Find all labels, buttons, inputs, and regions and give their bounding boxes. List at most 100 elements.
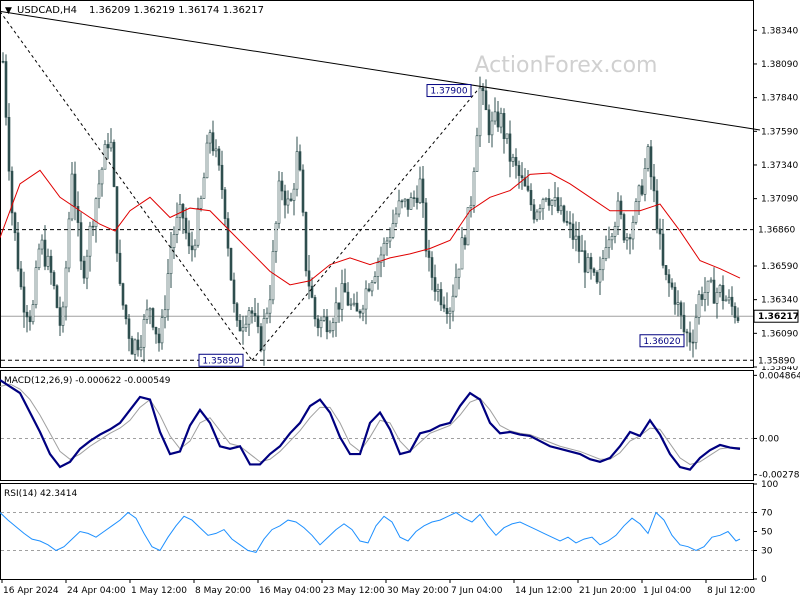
candle xyxy=(196,197,200,248)
candle xyxy=(619,195,623,220)
candle xyxy=(49,249,53,285)
candle xyxy=(157,327,161,352)
candle xyxy=(691,329,695,358)
candle xyxy=(469,196,473,218)
x-tick-label: 23 May 12:00 xyxy=(323,586,385,596)
candle xyxy=(634,198,638,225)
candle xyxy=(406,198,410,217)
candle xyxy=(193,239,197,258)
candle xyxy=(109,128,113,152)
candle xyxy=(637,184,641,216)
price-overlay: 1.37900 1.35890 1.36020 xyxy=(0,10,761,367)
candle xyxy=(76,191,80,237)
candle xyxy=(205,134,209,179)
candle xyxy=(64,260,68,321)
candle xyxy=(694,304,698,350)
x-tick-label: 8 May 20:00 xyxy=(195,586,251,596)
candle xyxy=(397,189,401,218)
candle xyxy=(364,280,368,325)
candle xyxy=(457,268,461,290)
rsi-line xyxy=(0,511,741,553)
candle xyxy=(313,294,317,327)
price-tick-label: 1.36590 xyxy=(761,262,798,272)
candle xyxy=(298,144,302,172)
candle xyxy=(520,162,524,190)
candle xyxy=(322,308,326,322)
candle xyxy=(391,209,395,240)
candle xyxy=(316,314,320,337)
candle xyxy=(721,275,725,310)
candle xyxy=(652,163,656,203)
candle xyxy=(319,316,323,338)
candle xyxy=(4,54,8,126)
candle xyxy=(610,232,614,250)
candle xyxy=(118,239,122,286)
x-tick-label: 8 Jul 12:00 xyxy=(707,586,756,596)
candle xyxy=(526,170,530,193)
candle xyxy=(523,168,527,187)
svg-text:1.36860: 1.36860 xyxy=(758,226,795,236)
candle xyxy=(79,212,83,271)
candle xyxy=(628,233,632,255)
candle xyxy=(586,253,590,274)
moving-average-line xyxy=(0,169,741,286)
candle xyxy=(175,202,179,244)
candle xyxy=(124,304,128,325)
macd-tick-label: 0.00 xyxy=(759,434,779,444)
candle xyxy=(472,167,476,213)
candle xyxy=(502,108,506,154)
candle xyxy=(37,243,41,271)
candle xyxy=(211,120,215,156)
candle xyxy=(511,153,515,167)
candle xyxy=(709,277,713,284)
candle xyxy=(574,221,578,252)
candle xyxy=(355,291,359,312)
candle xyxy=(328,320,332,334)
rsi-tick-label: 50 xyxy=(761,528,773,538)
candle xyxy=(673,282,677,315)
trendline xyxy=(0,10,761,131)
candle xyxy=(7,103,11,181)
price-tick-label: 1.37090 xyxy=(761,195,798,205)
candle xyxy=(307,255,311,300)
candle xyxy=(208,129,212,154)
candle xyxy=(85,249,89,290)
candle xyxy=(331,317,335,338)
candle xyxy=(559,197,563,215)
candle xyxy=(676,290,680,317)
candle xyxy=(325,309,329,340)
candle xyxy=(622,212,626,243)
candle xyxy=(283,184,287,219)
candle xyxy=(394,207,398,228)
candle xyxy=(430,251,434,291)
candle xyxy=(655,179,659,234)
svg-text:1.35890: 1.35890 xyxy=(758,356,795,366)
candle xyxy=(250,307,254,324)
candle xyxy=(445,292,449,324)
candle xyxy=(58,296,62,336)
candle xyxy=(292,183,296,216)
candle xyxy=(514,148,518,179)
candle xyxy=(640,179,644,197)
candle xyxy=(46,248,50,271)
candle xyxy=(496,100,500,132)
candle xyxy=(73,161,77,221)
candle xyxy=(508,120,512,178)
price-annotation: 1.36020 xyxy=(639,334,685,348)
candle xyxy=(22,271,26,328)
candle xyxy=(145,299,149,324)
candle xyxy=(148,307,152,325)
candle xyxy=(478,76,482,147)
rsi-tick-label: 30 xyxy=(761,547,773,557)
candle xyxy=(601,249,605,281)
candle xyxy=(484,79,488,111)
macd-layer: 0.004864 0.00 -0.002787 xyxy=(0,371,800,481)
price-annotation: 1.35890 xyxy=(198,353,244,367)
menu-triangle-icon[interactable]: ▼ xyxy=(5,6,12,16)
candle xyxy=(271,239,275,305)
price-tick-label: 1.37840 xyxy=(761,94,798,104)
candle xyxy=(415,185,419,210)
svg-text:1.35890: 1.35890 xyxy=(202,356,239,366)
